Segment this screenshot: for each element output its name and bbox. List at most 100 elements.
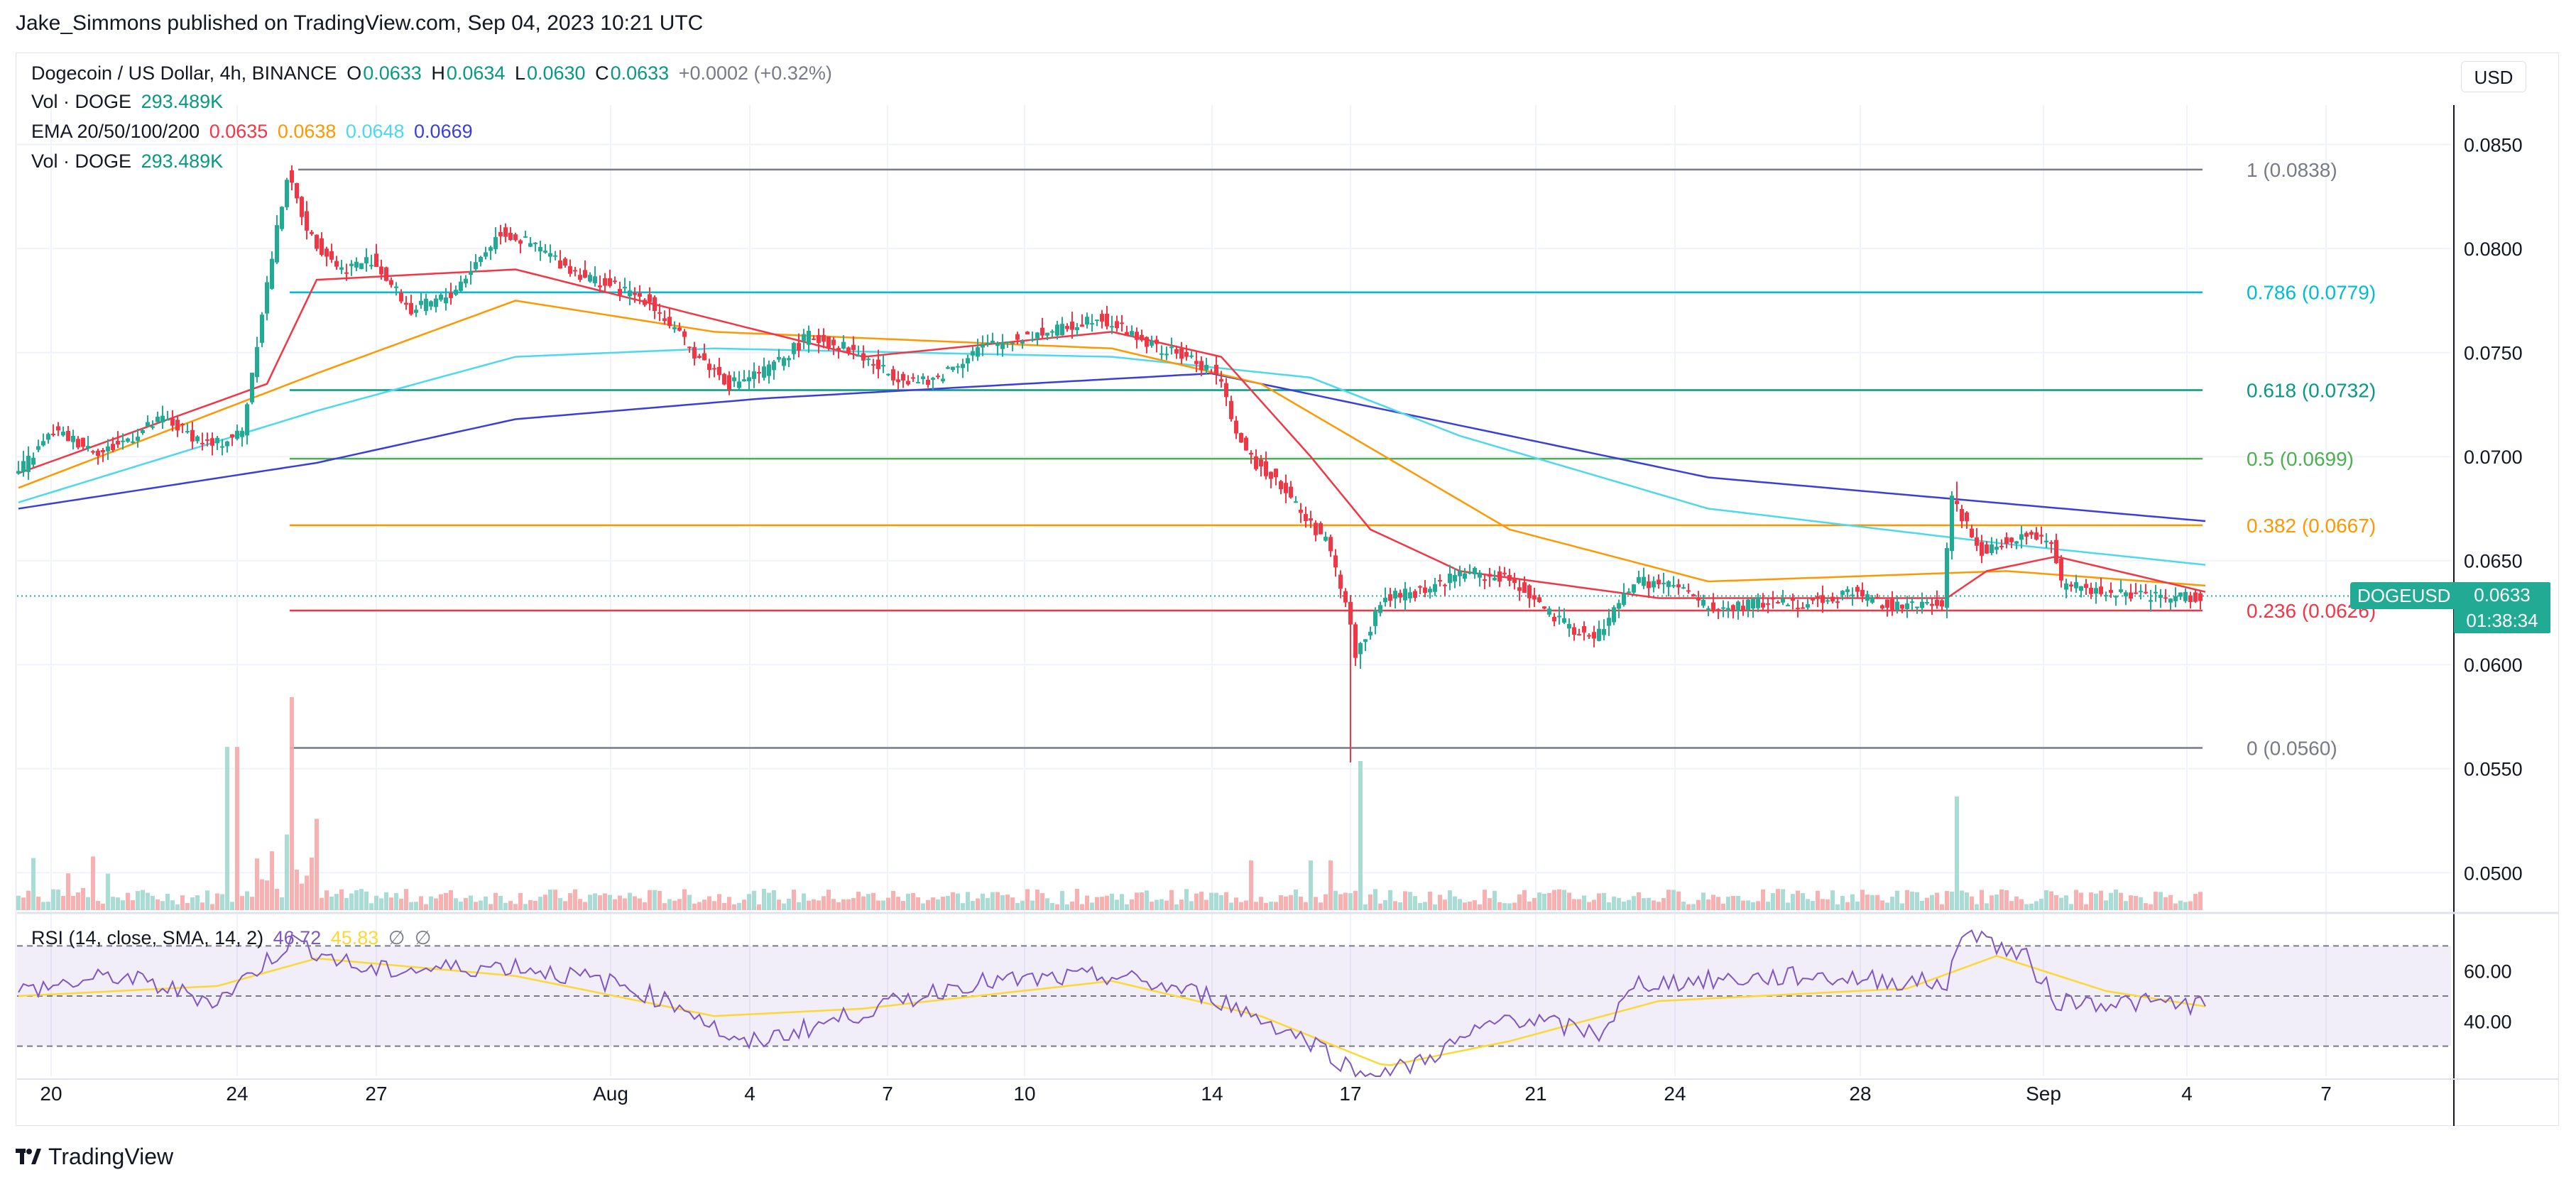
- candle-body: [300, 197, 304, 217]
- volume-bar: [489, 904, 493, 910]
- candle-body: [981, 344, 985, 348]
- volume-bar: [1637, 892, 1641, 910]
- volume-bar: [1105, 895, 1109, 910]
- candle-body: [359, 263, 364, 269]
- y-tick-label: 0.0750: [2464, 343, 2523, 364]
- volume-bar: [1209, 892, 1213, 910]
- candle-body: [101, 449, 105, 453]
- volume-bar: [300, 883, 304, 910]
- candle-body: [200, 442, 204, 444]
- symbol-name[interactable]: Dogecoin / US Dollar, 4h, BINANCE: [31, 62, 337, 84]
- volume-bar: [1642, 898, 1646, 910]
- volume-bar: [777, 899, 781, 910]
- ema-legend[interactable]: EMA 20/50/100/200 0.0635 0.0638 0.0648 0…: [31, 121, 477, 143]
- candle-body: [578, 275, 582, 280]
- volume-bar: [737, 902, 741, 910]
- volume-bar: [1314, 897, 1318, 910]
- candle-body: [384, 267, 388, 281]
- candle-body: [1388, 594, 1392, 601]
- candle-body: [727, 375, 731, 390]
- volume-bar: [1994, 895, 1999, 910]
- volume-bar: [270, 851, 274, 910]
- volume-bar: [1274, 902, 1278, 910]
- volume-bar: [1120, 894, 1124, 910]
- currency-button[interactable]: USD: [2461, 61, 2526, 92]
- volume-bar: [1661, 897, 1666, 910]
- candle-body: [1786, 605, 1790, 607]
- volume-bar: [1259, 897, 1263, 910]
- volume-bar: [324, 890, 329, 910]
- tradingview-logo[interactable]: TradingView: [16, 1142, 173, 1171]
- x-tick-label: 7: [882, 1083, 893, 1105]
- volume-bar: [633, 896, 637, 910]
- candle-body: [2149, 600, 2153, 602]
- volume-bar: [1453, 896, 1457, 910]
- volume-bar: [250, 897, 254, 910]
- candle-body: [1194, 361, 1199, 364]
- volume-bar: [856, 892, 861, 910]
- candle-body: [951, 366, 955, 371]
- candle-body: [21, 461, 26, 472]
- candle-body: [1005, 341, 1010, 344]
- candle-body: [911, 377, 915, 379]
- volume-bar: [891, 890, 895, 910]
- volume-bar: [2109, 892, 2113, 910]
- volume-bar: [235, 747, 239, 910]
- volume-bar: [613, 899, 617, 910]
- candle-body: [1398, 593, 1402, 598]
- volume-bar: [51, 889, 55, 910]
- volume-value-2: 293.489K: [141, 151, 224, 172]
- volume-bar: [1135, 892, 1139, 910]
- candle-body: [1328, 537, 1333, 552]
- volume-bar: [414, 902, 418, 910]
- volume-bar: [2114, 889, 2118, 910]
- volume-bar: [409, 902, 413, 910]
- symbol-legend[interactable]: Dogecoin / US Dollar, 4h, BINANCE O0.063…: [31, 62, 836, 84]
- volume-bar: [757, 904, 761, 910]
- volume-bar: [990, 892, 995, 910]
- volume-bar: [1234, 897, 1238, 910]
- candle-body: [1120, 322, 1124, 324]
- candle-body: [1209, 372, 1213, 374]
- rsi-legend[interactable]: RSI (14, close, SMA, 14, 2) 46.72 45.83 …: [31, 927, 435, 949]
- candle-body: [2139, 591, 2143, 593]
- volume-bar: [1647, 897, 1651, 910]
- candle-body: [1155, 339, 1159, 344]
- volume-bar: [1845, 902, 1850, 910]
- volume-bar: [81, 887, 85, 910]
- volume-bar: [195, 895, 200, 910]
- volume-bar: [280, 897, 284, 910]
- candle-body: [280, 207, 284, 229]
- candle-body: [1542, 606, 1546, 609]
- volume-bar: [2069, 904, 2073, 910]
- candle-body: [290, 170, 294, 183]
- volume-bar: [230, 902, 234, 910]
- volume-legend-2[interactable]: Vol · DOGE 293.489K: [31, 151, 227, 173]
- candle-body: [1825, 600, 1830, 602]
- volume-legend[interactable]: Vol · DOGE 293.489K: [31, 91, 227, 113]
- candle-body: [1438, 580, 1442, 582]
- y-tick-label: 0.0850: [2464, 135, 2523, 156]
- candle-body: [2094, 588, 2098, 594]
- volume-bar: [503, 902, 508, 910]
- volume-bar: [1463, 902, 1467, 910]
- volume-bar: [1358, 761, 1363, 910]
- candle-body: [518, 240, 523, 244]
- volume-bar: [643, 902, 647, 910]
- candle-body: [1333, 555, 1338, 568]
- volume-bar: [687, 895, 692, 910]
- candle-body: [1010, 342, 1015, 344]
- candle-body: [295, 182, 299, 199]
- volume-bar: [1393, 901, 1397, 910]
- volume-bar: [146, 892, 150, 910]
- candle-body: [871, 363, 875, 366]
- volume-bar: [2124, 901, 2128, 910]
- volume-bar: [2193, 894, 2198, 910]
- candle-body: [1497, 571, 1502, 582]
- volume-bar: [1373, 889, 1377, 910]
- candle-body: [1040, 327, 1044, 336]
- volume-bar: [836, 902, 841, 910]
- candle-body: [1547, 608, 1551, 615]
- fib-level-label: 0.382 (0.0667): [2247, 515, 2376, 537]
